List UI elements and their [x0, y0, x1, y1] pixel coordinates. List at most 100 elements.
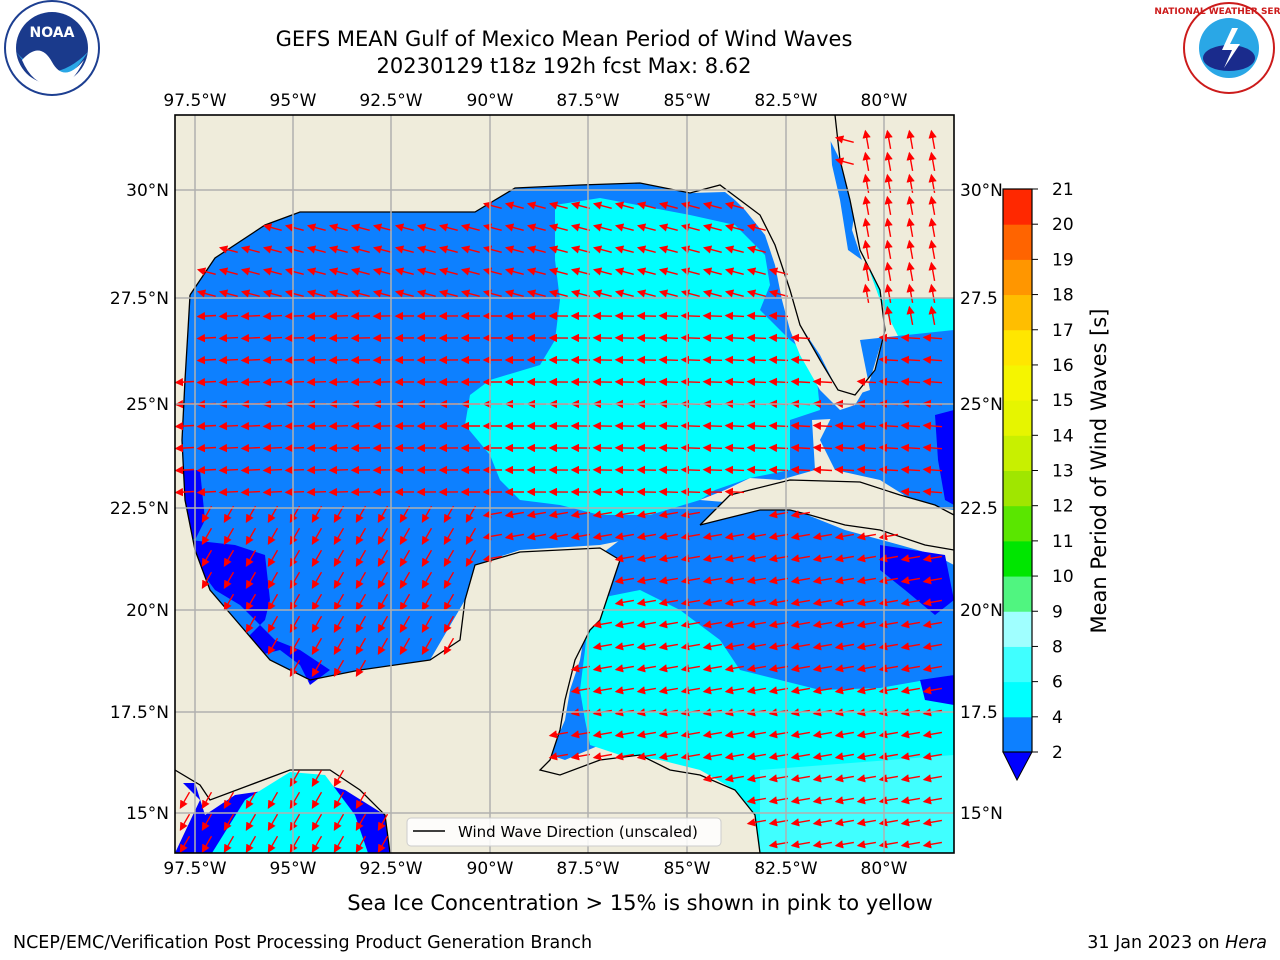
wind-wave-arrow [680, 532, 701, 541]
wind-wave-arrow [504, 223, 524, 232]
wind-wave-arrow [201, 505, 213, 524]
wind-wave-arrow [306, 465, 327, 475]
wind-wave-arrow [928, 129, 937, 150]
lat-label-right: 22.5 [960, 499, 998, 519]
wind-wave-arrow [680, 465, 701, 475]
wind-wave-arrow [377, 637, 389, 656]
wind-wave-arrow [465, 505, 477, 524]
wind-wave-arrow [262, 377, 283, 387]
lon-label-top: 90°W [467, 91, 514, 111]
wind-wave-arrow [328, 289, 348, 298]
wind-wave-arrow [658, 311, 679, 321]
wind-wave-arrow [394, 289, 414, 298]
wind-wave-arrow [900, 443, 921, 453]
wind-wave-arrow [614, 201, 634, 210]
wind-wave-arrow [900, 355, 921, 365]
wind-wave-arrow [900, 421, 921, 431]
wind-wave-arrow [834, 796, 855, 805]
wind-wave-arrow [658, 465, 679, 475]
wind-wave-arrow [834, 730, 855, 739]
wind-wave-arrow [900, 796, 921, 805]
wind-wave-arrow [614, 730, 635, 739]
wind-wave-arrow [724, 355, 745, 365]
wind-wave-arrow [262, 267, 282, 276]
wind-wave-arrow [768, 642, 789, 651]
wind-wave-arrow [267, 549, 279, 568]
wind-wave-arrow [438, 245, 458, 254]
wind-wave-arrow [592, 620, 613, 629]
wind-wave-arrow [746, 333, 767, 343]
wind-wave-arrow [592, 223, 612, 232]
graticule [175, 115, 954, 853]
wind-wave-arrow [856, 818, 877, 827]
colorbar-tick-label: 4 [1052, 708, 1063, 728]
wind-wave-arrow [460, 245, 480, 254]
wind-wave-arrow [878, 377, 899, 387]
wind-wave-arrow [377, 527, 389, 546]
wind-wave-arrow [636, 620, 657, 629]
coastline [189, 115, 886, 396]
wind-wave-arrow [614, 532, 635, 541]
lon-label-bottom: 85°W [664, 859, 711, 879]
wind-wave-arrow [218, 487, 239, 497]
wind-wave-arrow [548, 245, 568, 254]
lat-label-left: 22.5°N [110, 499, 169, 519]
wind-wave-arrow [328, 465, 349, 475]
wind-wave-arrow [262, 487, 283, 497]
wind-wave-arrow [267, 571, 279, 590]
wind-wave-arrow [504, 201, 524, 210]
wind-wave-arrow [355, 505, 367, 524]
wind-wave-arrow [289, 637, 301, 656]
wind-wave-arrow [592, 201, 612, 210]
wind-wave-arrow [658, 532, 679, 541]
bahamas-shading-lt2 [935, 410, 954, 505]
wind-wave-arrow [906, 261, 915, 282]
wind-wave-arrow [702, 289, 722, 298]
wind-wave-arrow [862, 217, 871, 238]
wind-wave-arrow [175, 443, 195, 453]
wind-wave-arrow [482, 554, 503, 563]
wind-wave-arrow [218, 355, 239, 365]
colorbar-tick-label: 11 [1052, 532, 1074, 552]
wind-wave-arrow [245, 571, 257, 590]
colorbar-tick-label: 9 [1052, 602, 1063, 622]
wind-wave-arrow [768, 554, 789, 563]
wind-wave-arrow [658, 267, 678, 276]
wind-wave-arrow [768, 840, 789, 849]
wind-wave-arrow [636, 664, 657, 673]
wind-wave-arrow [658, 377, 679, 387]
wind-wave-arrow [284, 245, 304, 254]
wind-wave-arrow [614, 598, 635, 607]
wind-wave-arrow [306, 443, 327, 453]
wind-wave-arrow [284, 377, 305, 387]
wind-wave-arrow [702, 642, 723, 651]
wind-wave-arrow [922, 752, 943, 761]
wind-wave-arrow [614, 642, 635, 651]
wind-wave-arrow [878, 840, 899, 849]
wind-wave-arrow [658, 730, 679, 739]
lon-label-top: 87.5°W [556, 91, 619, 111]
wind-wave-arrow [592, 267, 612, 276]
wind-wave-arrow [834, 840, 855, 849]
wind-wave-arrow [834, 664, 855, 673]
wind-wave-arrow [922, 642, 943, 651]
wind-wave-arrow [460, 223, 480, 232]
wind-wave-arrow [306, 355, 327, 365]
wind-wave-arrow [355, 571, 367, 590]
wind-wave-arrow [746, 245, 766, 254]
wind-wave-arrow [284, 289, 304, 298]
colorbar-band [1003, 716, 1032, 753]
wind-wave-arrow [812, 818, 833, 827]
lat-label-right: 30°N [960, 181, 1003, 201]
wind-wave-arrow [884, 239, 893, 260]
wind-wave-arrow [526, 267, 546, 276]
wind-wave-arrow [702, 245, 722, 254]
wind-wave-arrow [812, 752, 833, 761]
wind-wave-arrow [724, 598, 745, 607]
colorbar-tick-label: 17 [1052, 321, 1074, 341]
wind-wave-arrow [504, 245, 524, 254]
wind-wave-arrow [768, 333, 789, 343]
wind-wave-arrow [636, 289, 656, 298]
wind-wave-arrow [636, 554, 657, 563]
wind-wave-arrow [262, 245, 282, 254]
